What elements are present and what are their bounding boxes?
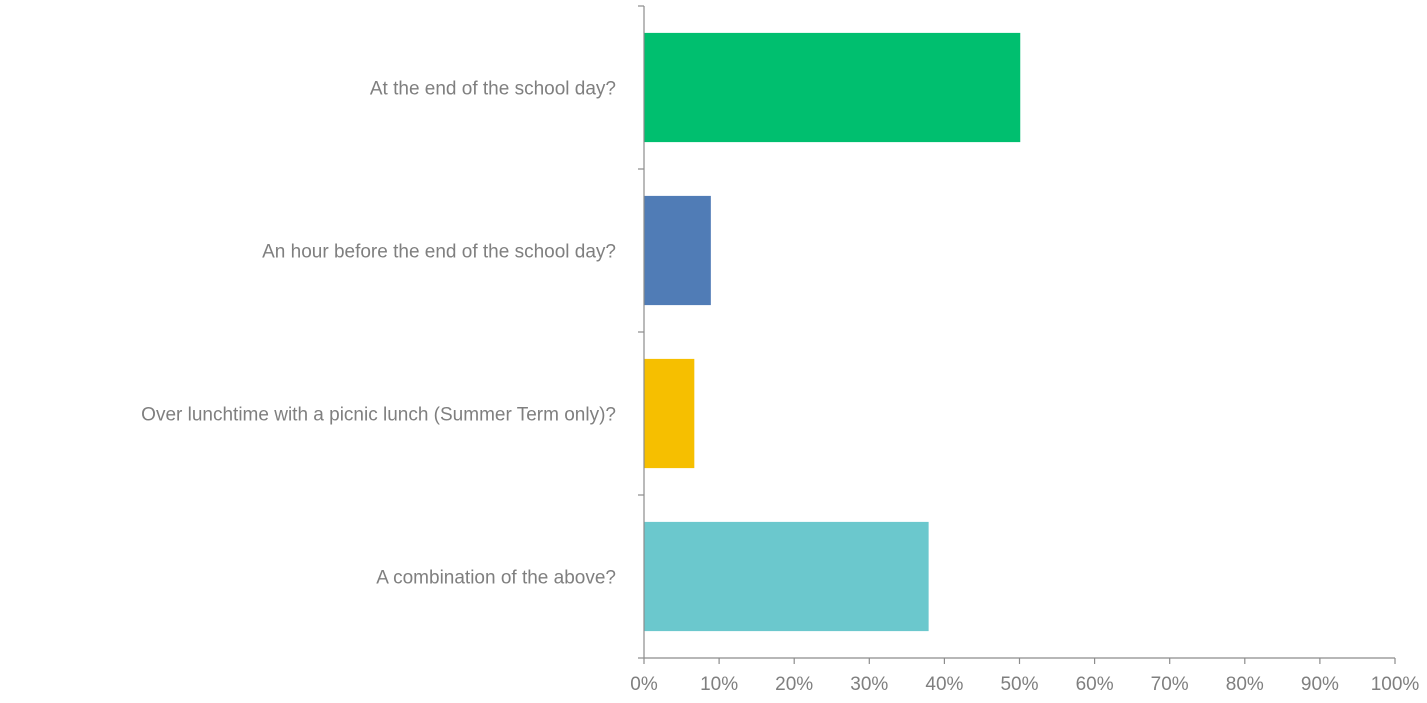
x-axis-ticks: 0% 10% 20% 30% 40% 50% 60% 70% 80% 90% 100%: [630, 658, 1419, 695]
category-labels: At the end of the school day? An hour bef…: [141, 79, 616, 589]
category-label-4: A combination of the above?: [376, 568, 616, 589]
x-tick-label-7: 70%: [1151, 674, 1189, 695]
x-tick-label-1: 10%: [700, 674, 738, 695]
bar-3: [644, 358, 695, 469]
category-label-1: At the end of the school day?: [370, 79, 616, 100]
category-label-2: An hour before the end of the school day…: [262, 242, 616, 263]
bar-2: [644, 195, 711, 306]
bar-1: [644, 32, 1021, 143]
x-tick-label-9: 90%: [1301, 674, 1339, 695]
x-tick-label-2: 20%: [775, 674, 813, 695]
x-tick-label-3: 30%: [850, 674, 888, 695]
x-tick-label-10: 100%: [1371, 674, 1420, 695]
x-tick-label-6: 60%: [1076, 674, 1114, 695]
y-axis-ticks: [638, 5, 644, 659]
bar-4: [644, 521, 929, 632]
x-tick-label-4: 40%: [925, 674, 963, 695]
x-tick-label-5: 50%: [1000, 674, 1038, 695]
x-tick-label-8: 80%: [1226, 674, 1264, 695]
category-label-3: Over lunchtime with a picnic lunch (Summ…: [141, 405, 616, 426]
x-tick-label-0: 0%: [630, 674, 658, 695]
bars-group: [644, 32, 1021, 632]
